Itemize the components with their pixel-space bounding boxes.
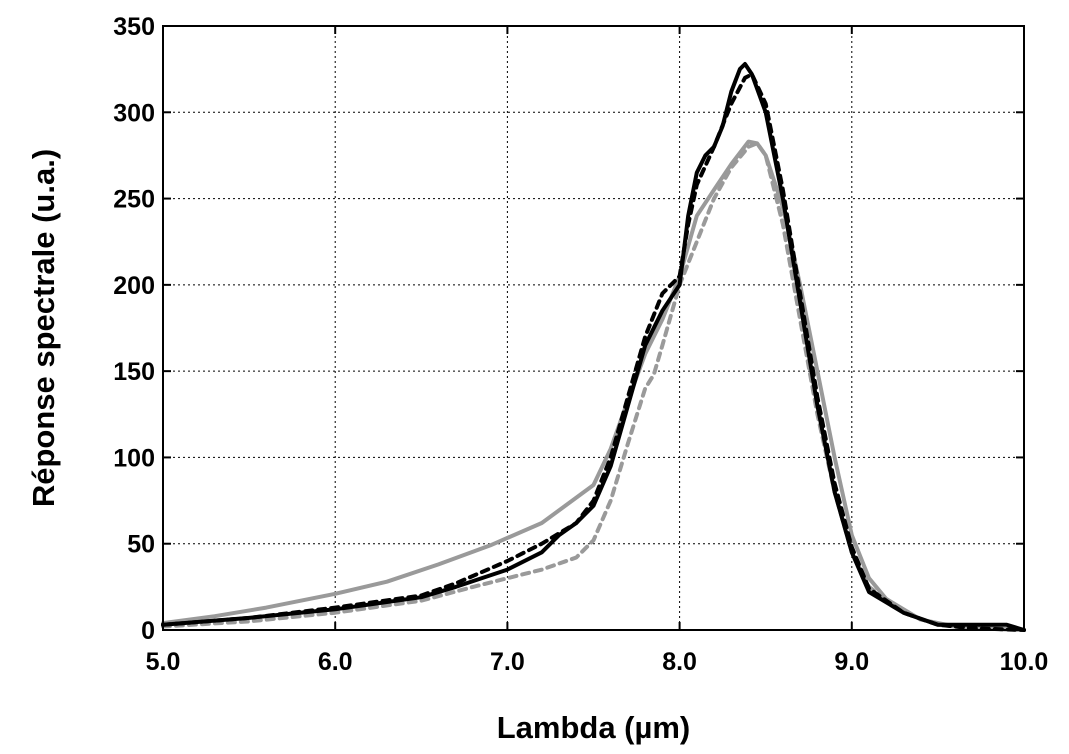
y-tick-label: 0 — [141, 617, 155, 645]
tick-labels: 5.0 6.0 7.0 8.0 9.0 10.0 0 50 100 150 200 250 300 350 — [113, 13, 1048, 676]
series-line-3 — [161, 62, 1026, 632]
y-tick-label: 300 — [113, 99, 155, 127]
y-tick-label: 200 — [113, 272, 155, 300]
y-tick-label: 350 — [113, 13, 155, 41]
x-axis-label: Lambda (µm) — [497, 710, 691, 745]
x-tick-label: 10.0 — [1000, 648, 1049, 676]
x-tick-label: 7.0 — [490, 648, 525, 676]
x-tick-label: 9.0 — [834, 648, 869, 676]
y-tick-label: 100 — [113, 444, 155, 472]
series-line-4 — [161, 72, 1026, 632]
x-tick-label: 5.0 — [146, 648, 181, 676]
y-tick-label: 250 — [113, 186, 155, 214]
y-axis-label: Réponse spectrale (u.a.) — [26, 149, 61, 507]
series-line-1 — [161, 139, 1026, 632]
y-tick-label: 150 — [113, 358, 155, 386]
x-tick-label: 8.0 — [662, 648, 697, 676]
grid-lines — [163, 26, 1024, 630]
axis-ticks — [162, 25, 1025, 631]
series-lines — [161, 62, 1026, 632]
plot-frame — [162, 25, 1025, 631]
x-tick-label: 6.0 — [318, 648, 353, 676]
series-line-2 — [161, 141, 1026, 632]
y-tick-label: 50 — [127, 531, 155, 559]
